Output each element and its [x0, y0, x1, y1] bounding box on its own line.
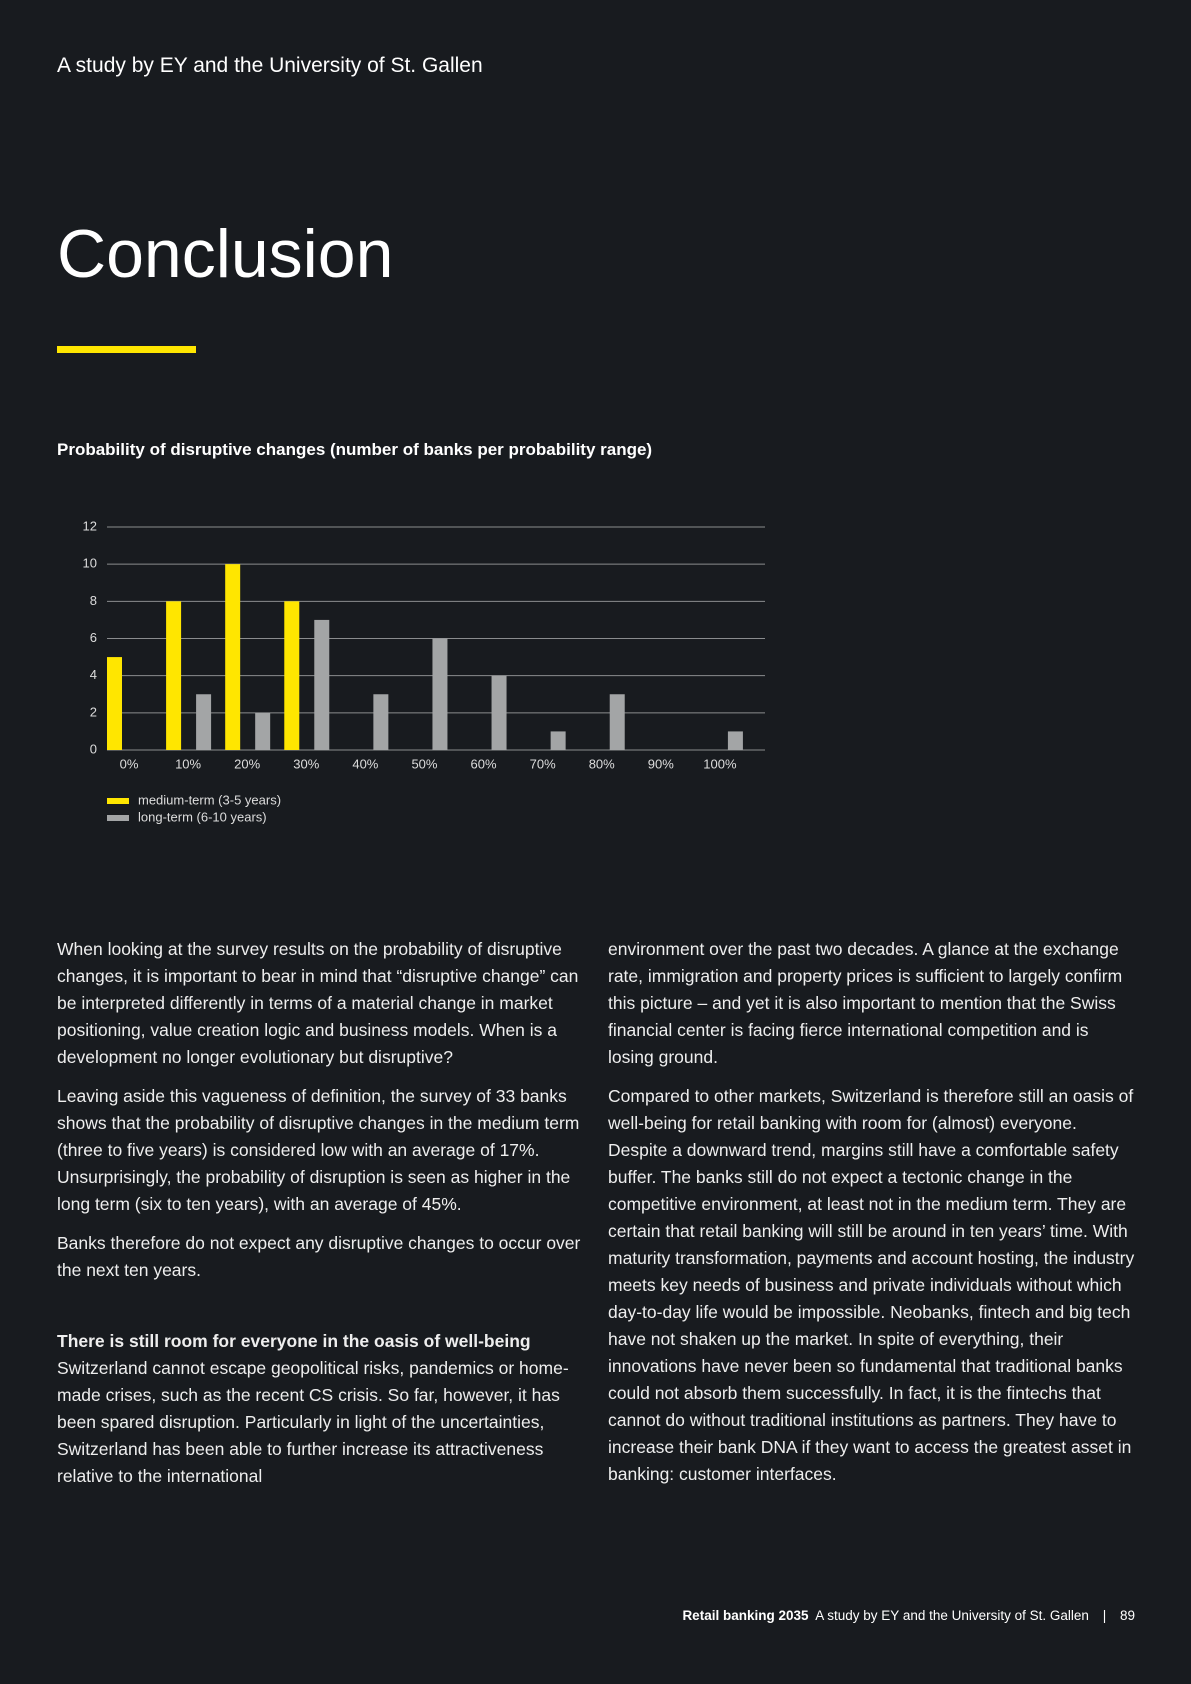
paragraph: Compared to other markets, Switzerland i…: [608, 1086, 1135, 1484]
bar: [491, 675, 507, 750]
bar: [107, 657, 122, 750]
bar: [727, 731, 743, 750]
y-tick-label: 10: [83, 556, 97, 571]
x-tick-label: 20%: [234, 756, 260, 771]
footer: Retail banking 2035 A study by EY and th…: [682, 1608, 1135, 1623]
left-column: When looking at the survey results on th…: [57, 936, 585, 1502]
y-tick-label: 6: [90, 630, 97, 645]
x-tick-label: 100%: [703, 756, 737, 771]
x-tick-label: 60%: [471, 756, 497, 771]
paragraph: environment over the past two decades. A…: [608, 939, 1123, 1067]
accent-rule: [57, 346, 196, 353]
paragraph: Switzerland cannot escape geopolitical r…: [57, 1358, 569, 1486]
x-tick-label: 40%: [352, 756, 378, 771]
y-tick-label: 8: [90, 593, 97, 608]
bar: [609, 694, 625, 750]
bar: [550, 731, 566, 750]
paragraph: Banks therefore do not expect any disrup…: [57, 1233, 581, 1280]
legend-swatch: [107, 798, 129, 804]
footer-title: Retail banking 2035: [682, 1608, 809, 1623]
x-tick-label: 50%: [411, 756, 437, 771]
x-tick-label: 30%: [293, 756, 319, 771]
page-number: 89: [1119, 1608, 1135, 1623]
y-tick-label: 12: [83, 518, 97, 533]
bar: [166, 601, 182, 750]
y-tick-label: 2: [90, 704, 97, 719]
x-tick-label: 70%: [530, 756, 556, 771]
legend-label: long-term (6-10 years): [138, 809, 267, 824]
bar: [196, 694, 212, 750]
legend-swatch: [107, 815, 129, 821]
section-heading: There is still room for everyone in the …: [57, 1331, 531, 1351]
chart-title: Probability of disruptive changes (numbe…: [57, 440, 653, 459]
separator: |: [1102, 1608, 1107, 1623]
bar: [314, 619, 330, 750]
title: Conclusion: [57, 216, 394, 292]
x-tick-label: 90%: [648, 756, 674, 771]
right-column: environment over the past two decades. A…: [608, 936, 1136, 1500]
bar: [432, 638, 448, 750]
bar: [284, 601, 300, 750]
bar: [225, 564, 241, 750]
header: A study by EY and the University of St. …: [57, 54, 483, 77]
x-tick-label: 80%: [589, 756, 615, 771]
bar: [255, 712, 271, 750]
x-tick-label: 10%: [175, 756, 201, 771]
paragraph: When looking at the survey results on th…: [57, 939, 579, 1067]
y-tick-label: 4: [90, 667, 97, 682]
legend-label: medium-term (3-5 years): [138, 792, 281, 807]
chart: 0 2 4 6 8 10 12 0% 10% 20% 30% 40% 50% 60% 70% 80% 90% 10…: [83, 518, 765, 824]
bar: [373, 694, 389, 750]
y-tick-label: 0: [90, 741, 97, 756]
x-tick-label: 0%: [120, 756, 139, 771]
footer-subtitle: A study by EY and the University of St. …: [815, 1608, 1089, 1623]
paragraph: Leaving aside this vagueness of definiti…: [57, 1086, 580, 1214]
